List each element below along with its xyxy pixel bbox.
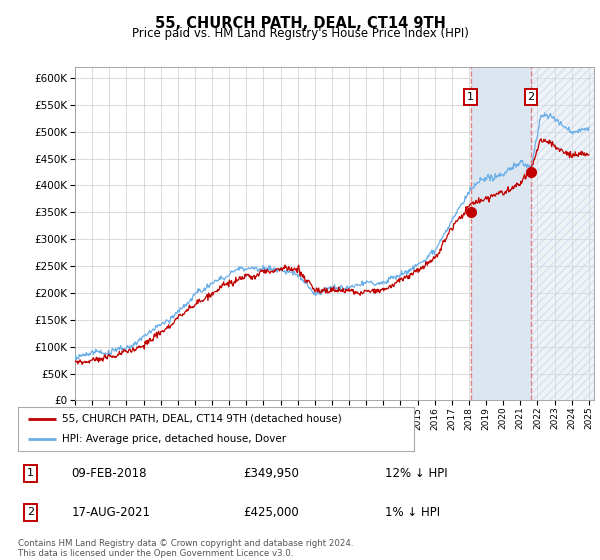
Bar bbox=[470, 67, 531, 400]
Text: Contains HM Land Registry data © Crown copyright and database right 2024.
This d: Contains HM Land Registry data © Crown c… bbox=[18, 539, 353, 558]
Text: 2: 2 bbox=[527, 92, 535, 102]
Text: 2: 2 bbox=[27, 507, 34, 517]
Text: £349,950: £349,950 bbox=[244, 467, 299, 480]
Text: 09-FEB-2018: 09-FEB-2018 bbox=[71, 467, 147, 480]
Text: £425,000: £425,000 bbox=[244, 506, 299, 519]
Bar bbox=[531, 67, 594, 400]
Text: Price paid vs. HM Land Registry's House Price Index (HPI): Price paid vs. HM Land Registry's House … bbox=[131, 27, 469, 40]
Text: 55, CHURCH PATH, DEAL, CT14 9TH: 55, CHURCH PATH, DEAL, CT14 9TH bbox=[155, 16, 445, 31]
Text: 1% ↓ HPI: 1% ↓ HPI bbox=[385, 506, 440, 519]
Text: 1: 1 bbox=[467, 92, 474, 102]
Text: 12% ↓ HPI: 12% ↓ HPI bbox=[385, 467, 447, 480]
Text: 55, CHURCH PATH, DEAL, CT14 9TH (detached house): 55, CHURCH PATH, DEAL, CT14 9TH (detache… bbox=[62, 414, 341, 424]
Text: HPI: Average price, detached house, Dover: HPI: Average price, detached house, Dove… bbox=[62, 434, 286, 444]
Text: 1: 1 bbox=[27, 469, 34, 478]
Text: 17-AUG-2021: 17-AUG-2021 bbox=[71, 506, 151, 519]
